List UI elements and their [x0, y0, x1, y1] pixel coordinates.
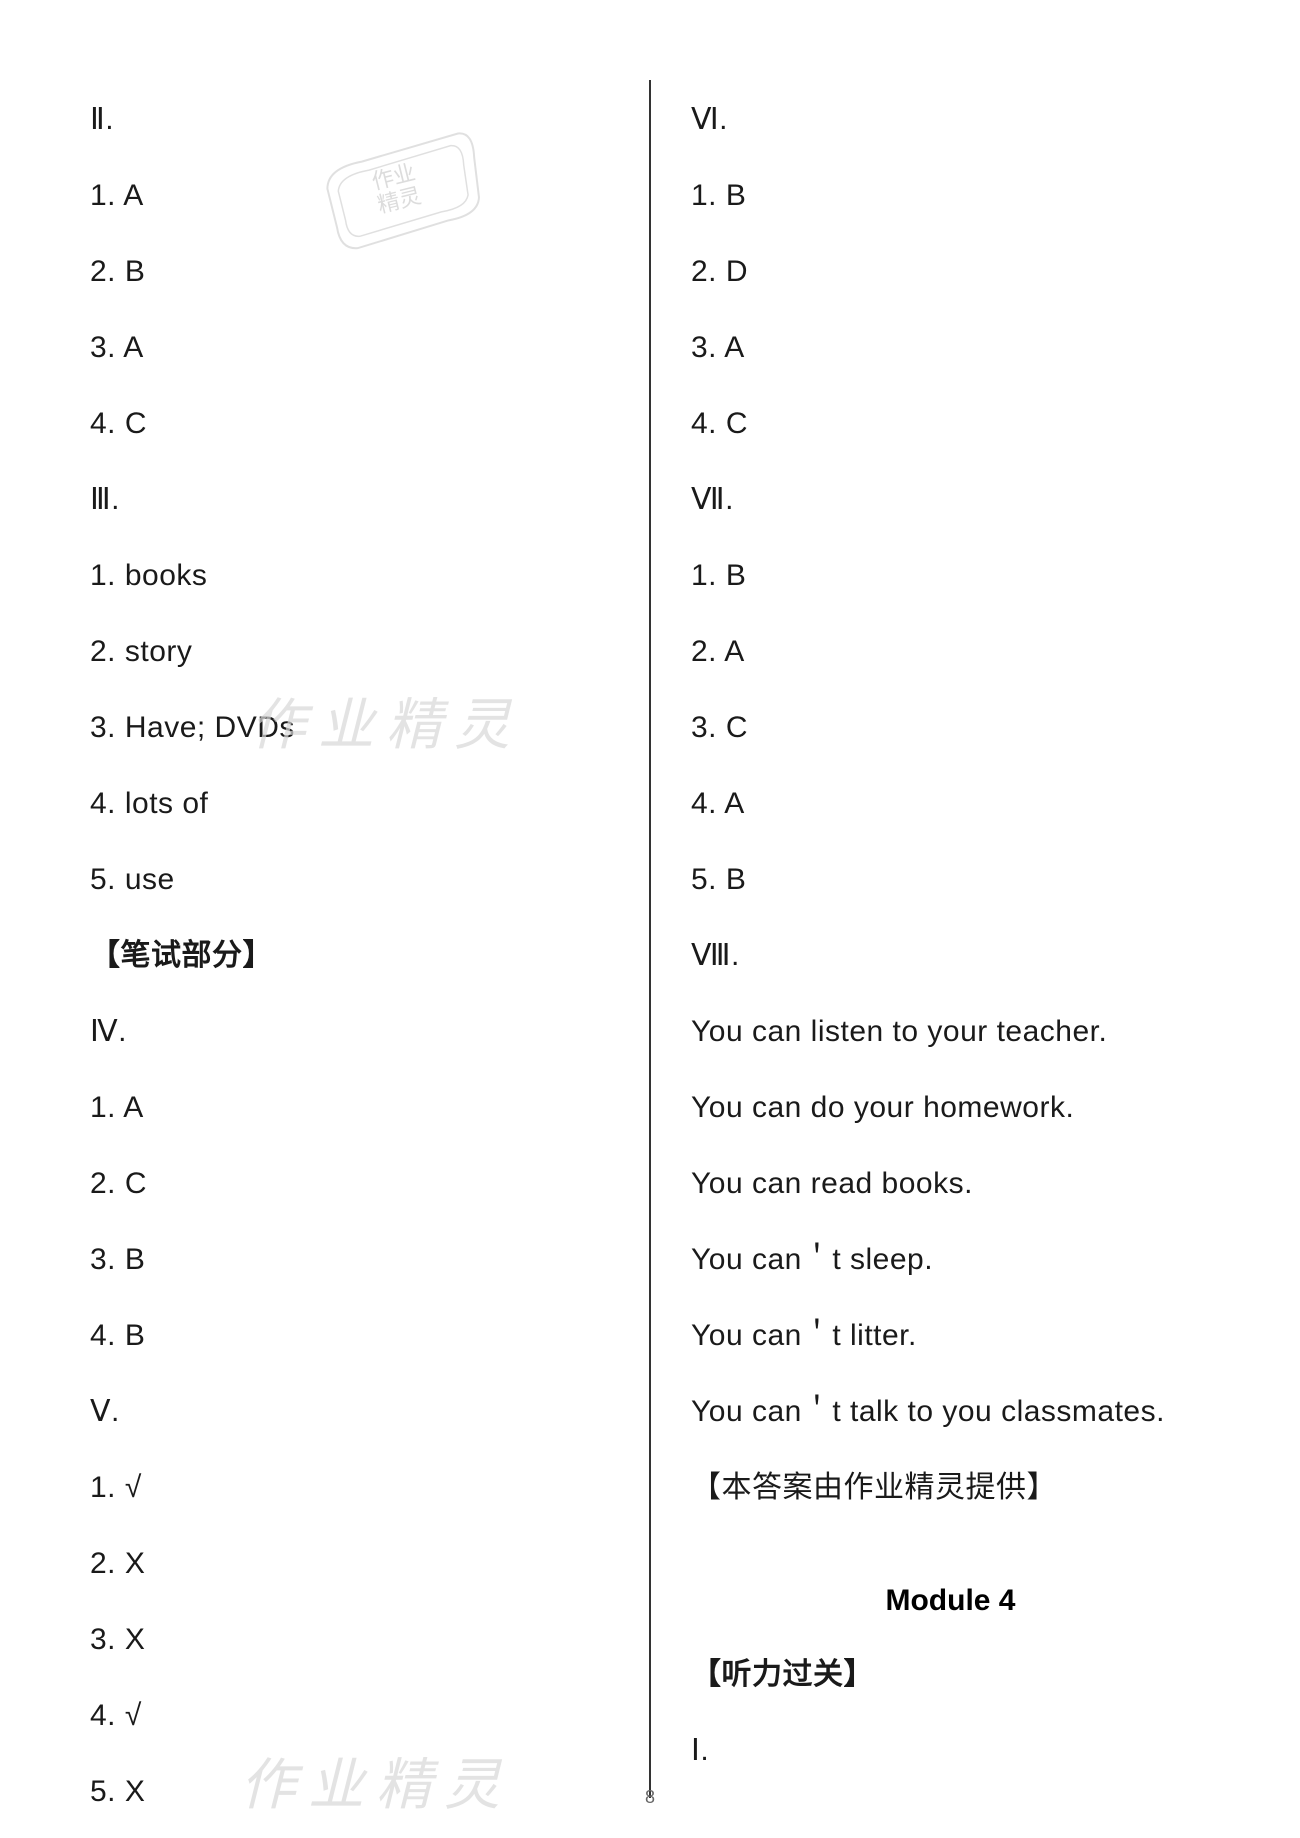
answer-item: 2. X	[90, 1544, 609, 1583]
answer-item: 2. D	[691, 252, 1210, 291]
sentence-item: You can listen to your teacher.	[691, 1012, 1210, 1051]
answer-item: 1. B	[691, 176, 1210, 215]
answer-item: 3. A	[90, 328, 609, 367]
page-container: Ⅱ. 1. A 2. B 3. A 4. C Ⅲ. 1. books 2. st…	[0, 0, 1300, 1838]
answer-item: 4. C	[691, 404, 1210, 443]
section-1-header: Ⅰ.	[691, 1731, 1210, 1770]
section-6-header: Ⅵ.	[691, 100, 1210, 139]
answer-item: 4. A	[691, 784, 1210, 823]
section-2-header: Ⅱ.	[90, 100, 609, 139]
answer-item: 3. X	[90, 1620, 609, 1659]
answer-item: 1. B	[691, 556, 1210, 595]
answer-item: 4. C	[90, 404, 609, 443]
answer-item: 3. C	[691, 708, 1210, 747]
answer-item: 2. C	[90, 1164, 609, 1203]
answer-item: 4. lots of	[90, 784, 609, 823]
listening-section-header: 【听力过关】	[691, 1655, 1210, 1694]
section-3-header: Ⅲ.	[90, 480, 609, 519]
answer-item: 4. √	[90, 1696, 609, 1735]
answer-item: 2. B	[90, 252, 609, 291]
answer-item: 3. A	[691, 328, 1210, 367]
answer-item: 1. A	[90, 176, 609, 215]
answer-item: 3. B	[90, 1240, 609, 1279]
sentence-item: You can read books.	[691, 1164, 1210, 1203]
sentence-item: You can＇t talk to you classmates.	[691, 1392, 1210, 1431]
answer-item: 5. use	[90, 860, 609, 899]
sentence-item: You can＇t litter.	[691, 1316, 1210, 1355]
credit-line: 【本答案由作业精灵提供】	[691, 1468, 1210, 1507]
right-column: Ⅵ. 1. B 2. D 3. A 4. C Ⅶ. 1. B 2. A 3. C…	[651, 100, 1210, 1798]
answer-item: 5. B	[691, 860, 1210, 899]
section-5-header: Ⅴ.	[90, 1392, 609, 1431]
answer-item: 3. Have; DVDs	[90, 708, 609, 747]
answer-item: 1. books	[90, 556, 609, 595]
answer-item: 2. A	[691, 632, 1210, 671]
answer-item: 4. B	[90, 1316, 609, 1355]
left-column: Ⅱ. 1. A 2. B 3. A 4. C Ⅲ. 1. books 2. st…	[90, 100, 649, 1798]
answer-item: 1. √	[90, 1468, 609, 1507]
section-7-header: Ⅶ.	[691, 480, 1210, 519]
answer-item: 5. X	[90, 1772, 609, 1811]
written-section-header: 【笔试部分】	[90, 936, 609, 975]
section-8-header: Ⅷ.	[691, 936, 1210, 975]
sentence-item: You can＇t sleep.	[691, 1240, 1210, 1279]
answer-item: 1. A	[90, 1088, 609, 1127]
page-number: 8	[645, 1787, 655, 1808]
module-title: Module 4	[691, 1584, 1210, 1618]
sentence-item: You can do your homework.	[691, 1088, 1210, 1127]
section-4-header: Ⅳ.	[90, 1012, 609, 1051]
answer-item: 2. story	[90, 632, 609, 671]
